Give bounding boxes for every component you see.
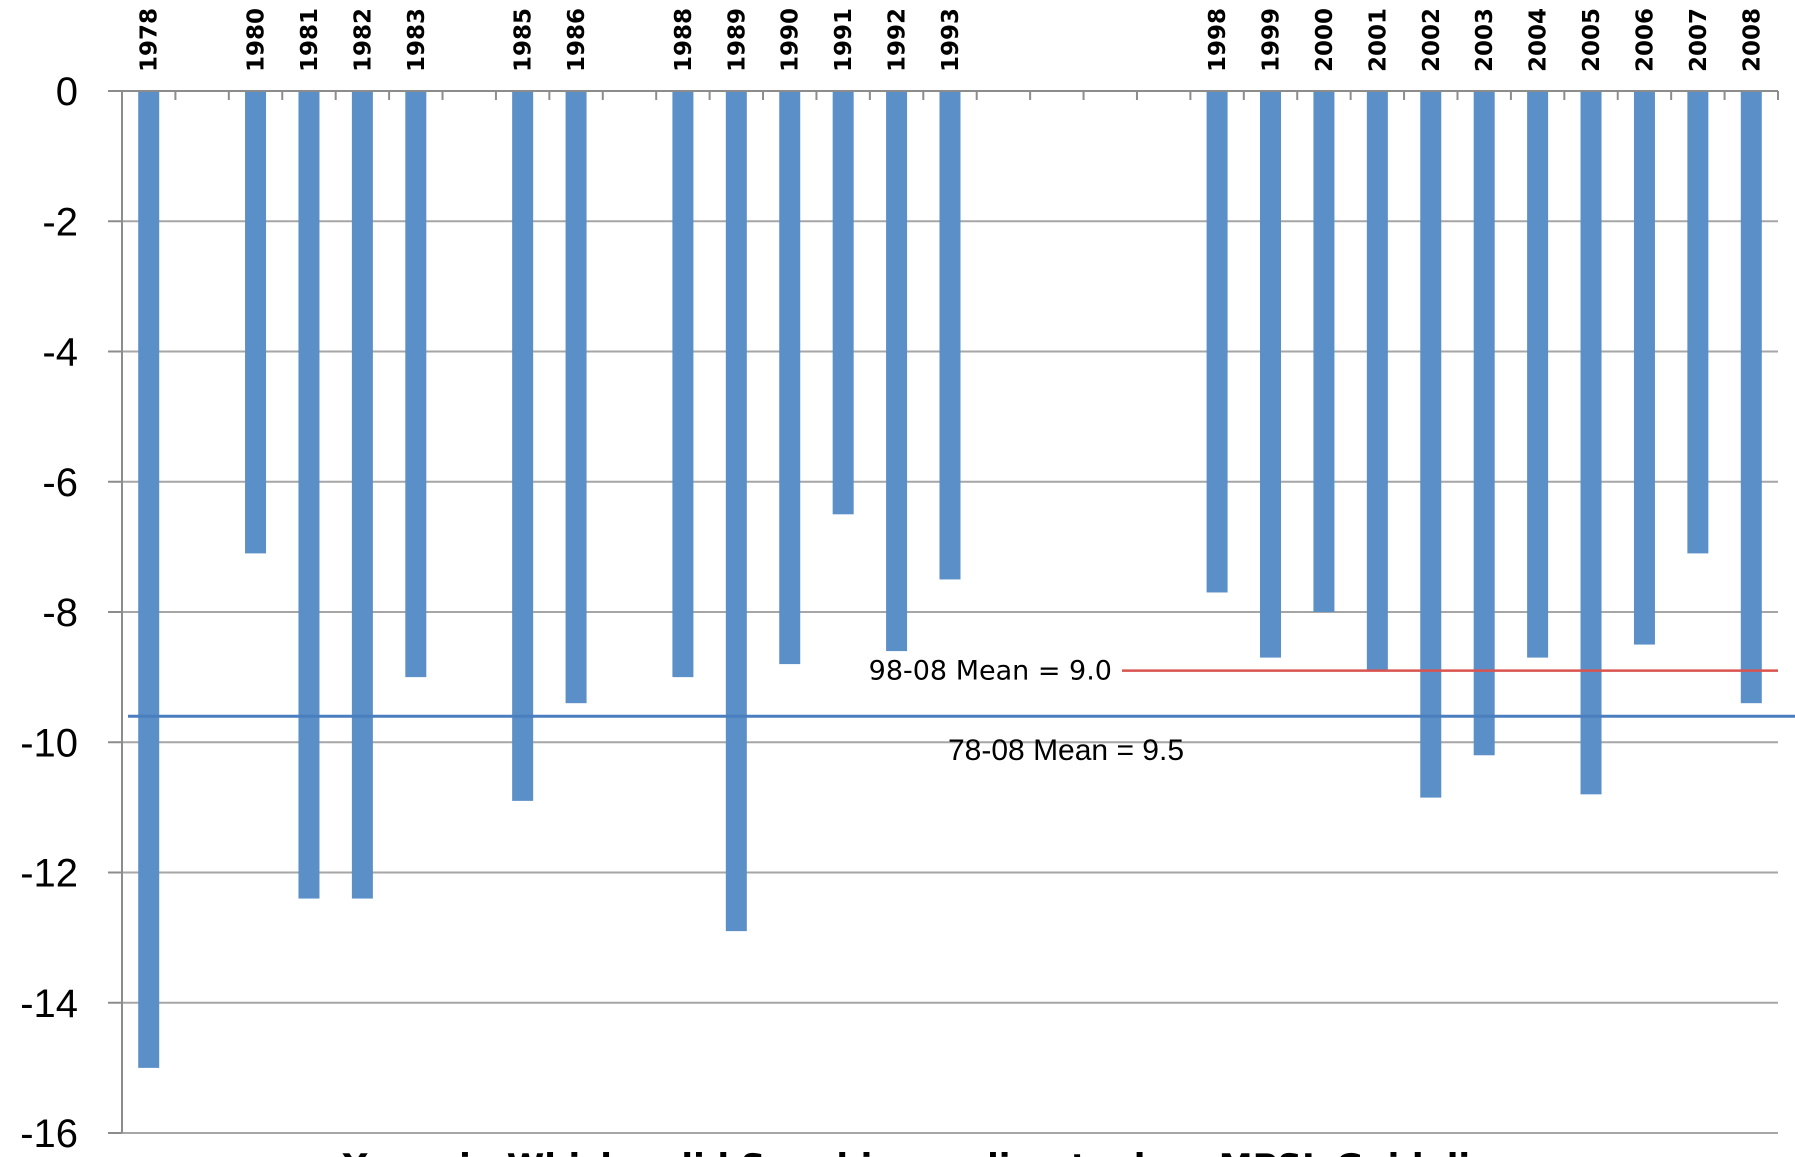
y-tick-label: -2	[42, 200, 78, 244]
y-tick-label: -16	[20, 1112, 78, 1156]
bar	[1473, 91, 1495, 756]
axes	[108, 90, 1779, 1134]
x-tick-label: 1998	[1205, 8, 1231, 72]
bar	[886, 91, 908, 652]
x-tick-label: 1986	[564, 8, 590, 72]
x-tick-label: 2000	[1312, 8, 1338, 72]
bar	[1313, 91, 1335, 612]
x-tick-label: 1993	[938, 8, 964, 72]
bar	[1580, 91, 1602, 795]
y-tick-label: -6	[42, 461, 78, 505]
bar	[565, 91, 587, 704]
x-tick-label: 2006	[1632, 8, 1658, 72]
bar	[298, 91, 320, 899]
bar	[939, 91, 961, 580]
mean-label-78-08: 78-08 Mean = 9.5	[948, 734, 1184, 767]
y-tick-label: -8	[42, 591, 78, 635]
bar	[1687, 91, 1709, 554]
bar	[672, 91, 694, 678]
x-tick-labels: 1978 1980 1981 1982 1983 1985 1986 1988 1989 1990…	[137, 8, 1766, 72]
bar	[351, 91, 373, 899]
x-tick-label: 1988	[671, 8, 697, 72]
x-tick-label: 1990	[778, 8, 804, 72]
bar	[1633, 91, 1655, 645]
bar	[1366, 91, 1388, 671]
x-tick-label: 2008	[1739, 8, 1765, 72]
y-tick-label: -12	[20, 852, 78, 896]
bar	[405, 91, 427, 678]
x-tick-label: 1981	[297, 8, 323, 72]
y-tick-label: 0	[56, 70, 78, 114]
bar	[138, 91, 160, 1068]
mean-label-98-08: 98-08 Mean = 9.0	[869, 656, 1112, 687]
bar	[832, 91, 854, 515]
reference-lines: 98-08 Mean = 9.0 78-08 Mean = 9.5	[128, 656, 1795, 767]
x-tick-label: 1982	[350, 8, 376, 72]
x-tick-label: 1999	[1259, 8, 1285, 72]
y-tick-labels: 0 -2 -4 -6 -8 -10 -12 -14 -16	[20, 70, 78, 1156]
x-tick-label: 2002	[1419, 8, 1445, 72]
bar	[1206, 91, 1228, 593]
x-tick-label: 2007	[1686, 8, 1712, 72]
x-tick-label: 1991	[831, 8, 857, 72]
bar	[1527, 91, 1549, 658]
x-axis-label: Years in Which valid Sonobi sampling too…	[342, 1147, 1518, 1157]
bar	[725, 91, 747, 932]
bar	[779, 91, 801, 665]
y-tick-label: -4	[42, 331, 78, 375]
x-tick-label: 1985	[511, 8, 537, 72]
x-tick-label: 1992	[885, 8, 911, 72]
x-tick-label: 1989	[724, 8, 750, 72]
bars	[138, 91, 1762, 1068]
bar	[1420, 91, 1442, 798]
x-tick-label: 1978	[137, 8, 163, 72]
x-tick-label: 1983	[404, 8, 430, 72]
y-tick-label: -14	[20, 982, 78, 1026]
bar	[1740, 91, 1762, 704]
x-tick-label: 2004	[1526, 8, 1552, 72]
x-tick-label: 2001	[1365, 8, 1391, 72]
y-tick-label: -10	[20, 721, 78, 765]
x-tick-label: 2003	[1472, 8, 1498, 72]
bar	[1260, 91, 1282, 658]
x-tick-label: 2005	[1579, 8, 1605, 72]
bar	[512, 91, 534, 801]
bar	[245, 91, 267, 554]
x-tick-label: 1980	[244, 8, 270, 72]
